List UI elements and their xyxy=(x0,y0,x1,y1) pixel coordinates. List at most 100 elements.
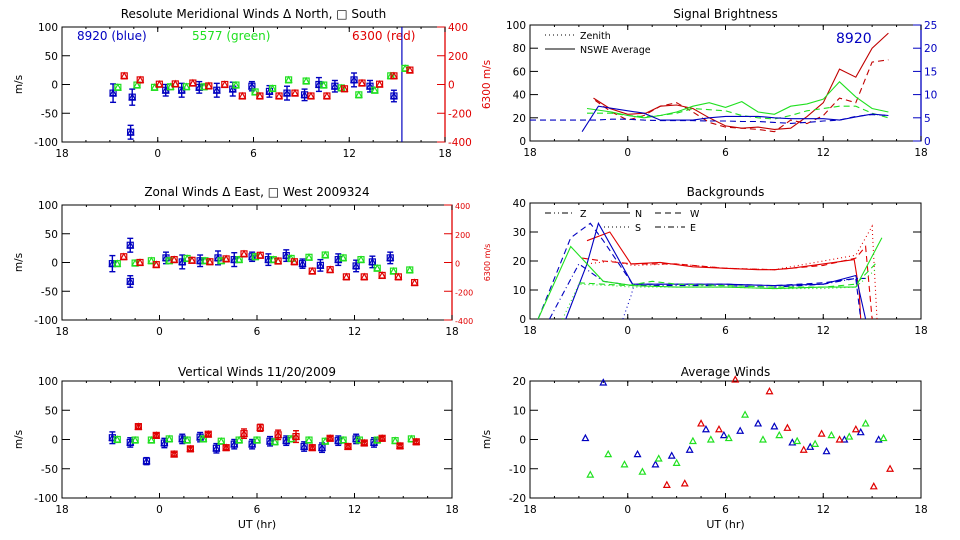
data-point-triangle xyxy=(714,425,723,433)
data-point-triangle xyxy=(136,75,145,84)
data-point-triangle xyxy=(662,480,671,488)
data-point-triangle xyxy=(171,79,180,88)
data-point-triangle xyxy=(395,441,405,450)
data-point-triangle xyxy=(765,386,774,395)
data-point-triangle xyxy=(155,79,164,88)
right-y-tick-label: -200 xyxy=(455,288,473,297)
series-5577 xyxy=(113,250,414,275)
y-axis-label: m/s xyxy=(13,430,25,449)
data-point-triangle xyxy=(204,81,213,90)
data-point-triangle xyxy=(736,426,745,434)
data-point-triangle xyxy=(228,84,237,93)
data-point-triangle xyxy=(360,272,369,280)
data-point-triangle xyxy=(386,253,395,261)
series-red-w xyxy=(582,245,873,320)
series-8920-zenith xyxy=(530,114,889,124)
data-point-triangle xyxy=(256,251,265,259)
right-y-axis-label: 6300 m/s xyxy=(483,244,492,282)
x-tick-label: 18 xyxy=(438,148,451,160)
series-line xyxy=(581,105,889,132)
series-green-n xyxy=(537,237,883,320)
series-green-s xyxy=(562,269,876,320)
data-point-triangle xyxy=(220,80,229,88)
data-point-triangle xyxy=(205,257,214,265)
data-point-triangle xyxy=(270,437,279,445)
data-point-triangle xyxy=(326,265,335,273)
data-point-triangle xyxy=(861,419,870,427)
x-tick-label: 6 xyxy=(722,325,729,337)
right-y-tick-label: -400 xyxy=(455,317,473,326)
series-line xyxy=(549,263,866,320)
data-point-triangle xyxy=(317,443,327,451)
data-point-triangle xyxy=(231,80,240,89)
data-point-triangle xyxy=(770,422,779,430)
data-point-triangle xyxy=(152,260,161,268)
x-tick-label: 0 xyxy=(624,504,631,516)
series-annotation: 5577 (green) xyxy=(192,29,270,43)
y-tick-label: -20 xyxy=(509,493,526,505)
data-point-triangle xyxy=(230,439,239,448)
series-blue-z xyxy=(622,284,635,320)
data-point-triangle xyxy=(204,429,213,438)
data-point-triangle xyxy=(375,79,384,88)
data-point-triangle xyxy=(845,432,854,440)
data-point-triangle xyxy=(160,438,169,447)
data-point-triangle xyxy=(350,75,359,84)
data-point-triangle xyxy=(793,436,802,445)
x-tick-label: 6 xyxy=(722,147,729,159)
data-point-triangle xyxy=(378,271,387,279)
data-point-triangle xyxy=(799,445,808,453)
data-point-triangle xyxy=(581,433,590,442)
data-point-triangle xyxy=(724,433,733,442)
x-tick-label: 18 xyxy=(914,147,927,159)
y-tick-label: 40 xyxy=(513,198,526,210)
series-5577 xyxy=(586,410,888,478)
data-point-triangle xyxy=(274,430,283,438)
data-point-triangle xyxy=(126,277,135,285)
data-point-triangle xyxy=(170,255,179,263)
panel-zonal: Zonal Winds Δ East, □ West 2009324 18 0 6 12… xyxy=(13,185,492,338)
data-point-triangle xyxy=(339,253,348,261)
data-point-triangle xyxy=(811,439,820,447)
data-point-triangle xyxy=(235,255,244,263)
data-point-triangle xyxy=(731,375,740,383)
right-y-tick-label: 400 xyxy=(455,202,470,211)
data-point-triangle xyxy=(340,84,349,92)
series-annotation: 8920 (blue) xyxy=(77,29,147,43)
data-point-triangle xyxy=(680,479,689,487)
y-tick-label: -100 xyxy=(34,493,58,505)
data-point-triangle xyxy=(165,434,174,443)
data-point-triangle xyxy=(238,91,247,100)
data-point-triangle xyxy=(251,87,260,96)
data-point-triangle xyxy=(183,435,192,444)
legend-label: Zenith xyxy=(580,31,611,42)
y-tick-label: 100 xyxy=(506,20,526,32)
data-point-triangle xyxy=(352,261,361,270)
data-point-triangle xyxy=(248,439,257,448)
y-tick-label: 50 xyxy=(45,51,58,63)
series-line xyxy=(537,237,883,320)
series-line xyxy=(537,222,862,320)
data-point-triangle xyxy=(319,80,328,89)
data-point-triangle xyxy=(405,65,414,74)
data-point-triangle xyxy=(283,88,292,97)
y-tick-label: 20 xyxy=(513,256,526,268)
data-point-triangle xyxy=(212,444,221,452)
data-point-triangle xyxy=(389,91,398,100)
data-point-triangle xyxy=(147,435,156,444)
data-point-triangle xyxy=(126,127,135,136)
y-axis-label: m/s xyxy=(13,253,25,272)
data-point-triangle xyxy=(113,435,122,443)
series-annotation: 6300 (red) xyxy=(352,29,415,43)
x-tick-label: 6 xyxy=(254,326,261,338)
y-axis-label: m/s xyxy=(13,75,25,94)
right-y-tick-label: 10 xyxy=(924,90,937,102)
x-tick-label: 18 xyxy=(523,504,536,516)
plot-frame xyxy=(529,202,922,320)
y-tick-label: 0 xyxy=(519,136,526,148)
data-point-triangle xyxy=(291,432,301,440)
plot-frame xyxy=(529,380,922,499)
series-line xyxy=(582,245,873,320)
data-point-triangle xyxy=(255,91,264,100)
